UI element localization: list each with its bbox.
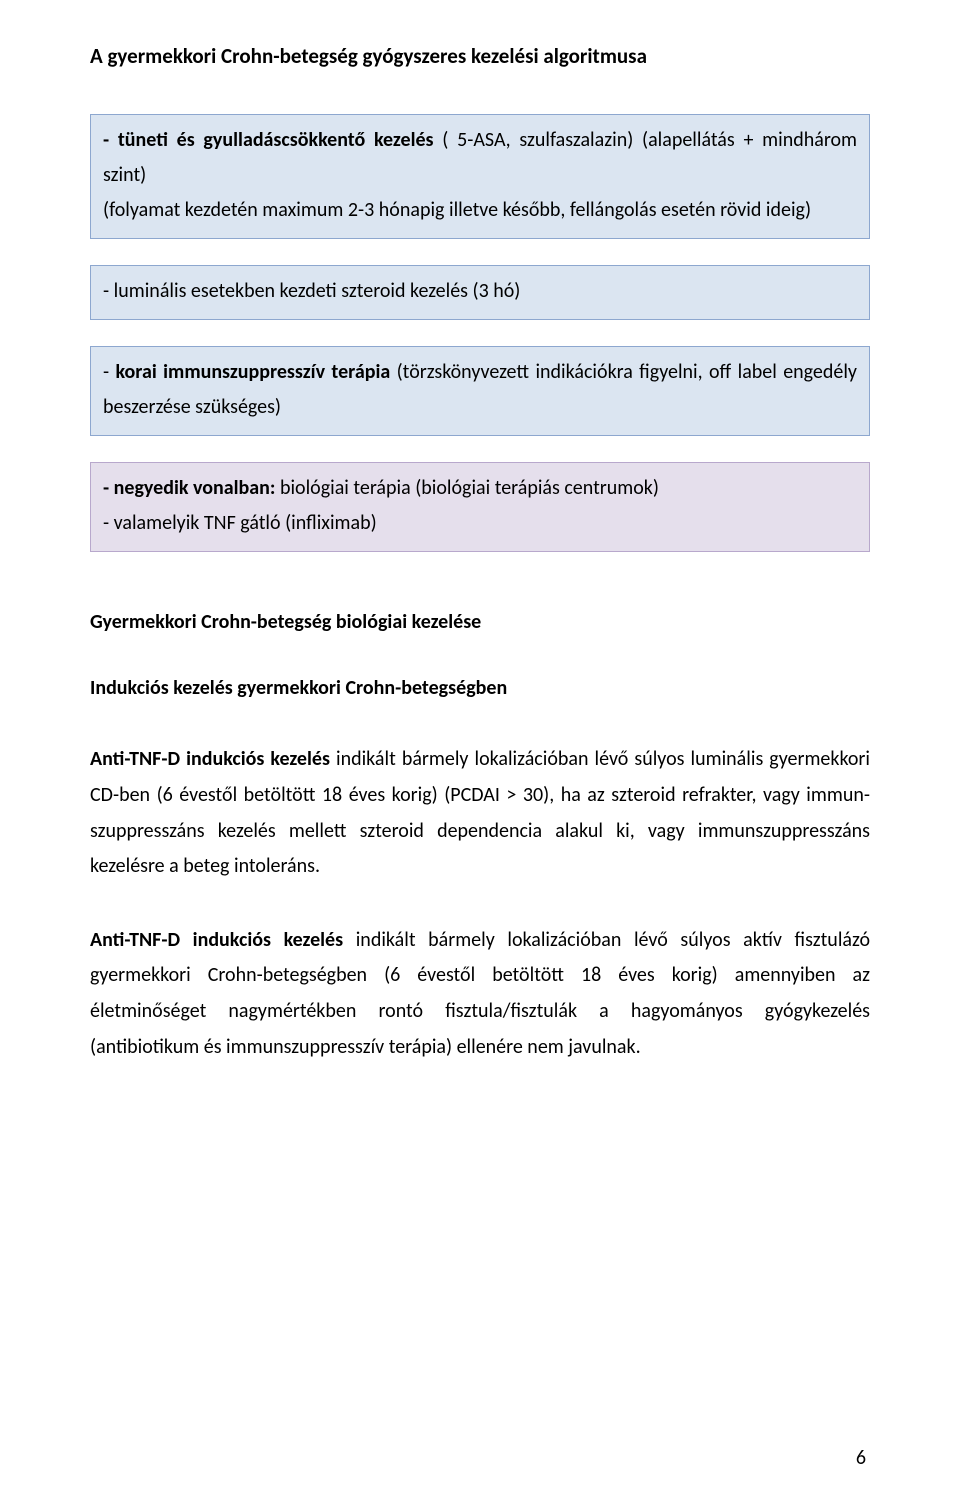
algorithm-box-1: - tüneti és gyulladáscsökkentő kezelés (… bbox=[90, 114, 870, 239]
section-heading-induction: Indukciós kezelés gyermekkori Crohn-bete… bbox=[90, 676, 870, 700]
box4-bold: - negyedik vonalban: bbox=[103, 476, 275, 500]
page-title: A gyermekkori Crohn-betegség gyógyszeres… bbox=[90, 42, 870, 70]
algorithm-box-4: - negyedik vonalban: biológiai terápia (… bbox=[90, 462, 870, 552]
box4-line2: - valamelyik TNF gátló (infliximab) bbox=[103, 511, 377, 535]
box2-text: - luminális esetekben kezdeti szteroid k… bbox=[103, 279, 520, 303]
paragraph-2: Anti-TNF-D indukciós kezelés indikált bá… bbox=[90, 923, 870, 1065]
algorithm-box-2: - luminális esetekben kezdeti szteroid k… bbox=[90, 265, 870, 320]
section-heading-biological: Gyermekkori Crohn-betegség biológiai kez… bbox=[90, 610, 870, 634]
box1-bold: - tüneti és gyulladáscsökkentő kezelés bbox=[103, 128, 434, 152]
paragraph-1: Anti-TNF-D indukciós kezelés indikált bá… bbox=[90, 742, 870, 884]
document-page: A gyermekkori Crohn-betegség gyógyszeres… bbox=[0, 0, 960, 1494]
p1-bold: Anti-TNF-D indukciós kezelés bbox=[90, 747, 330, 771]
box1-line2: (folyamat kezdetén maximum 2-3 hónapig i… bbox=[103, 198, 811, 222]
box4-rest: biológiai terápia (biológiai terápiás ce… bbox=[275, 476, 659, 500]
p2-bold: Anti-TNF-D indukciós kezelés bbox=[90, 928, 343, 952]
box3-bold: korai immunszuppresszív terápia bbox=[116, 360, 391, 384]
page-number: 6 bbox=[856, 1446, 866, 1470]
algorithm-box-3: - korai immunszuppresszív terápia (törzs… bbox=[90, 346, 870, 436]
